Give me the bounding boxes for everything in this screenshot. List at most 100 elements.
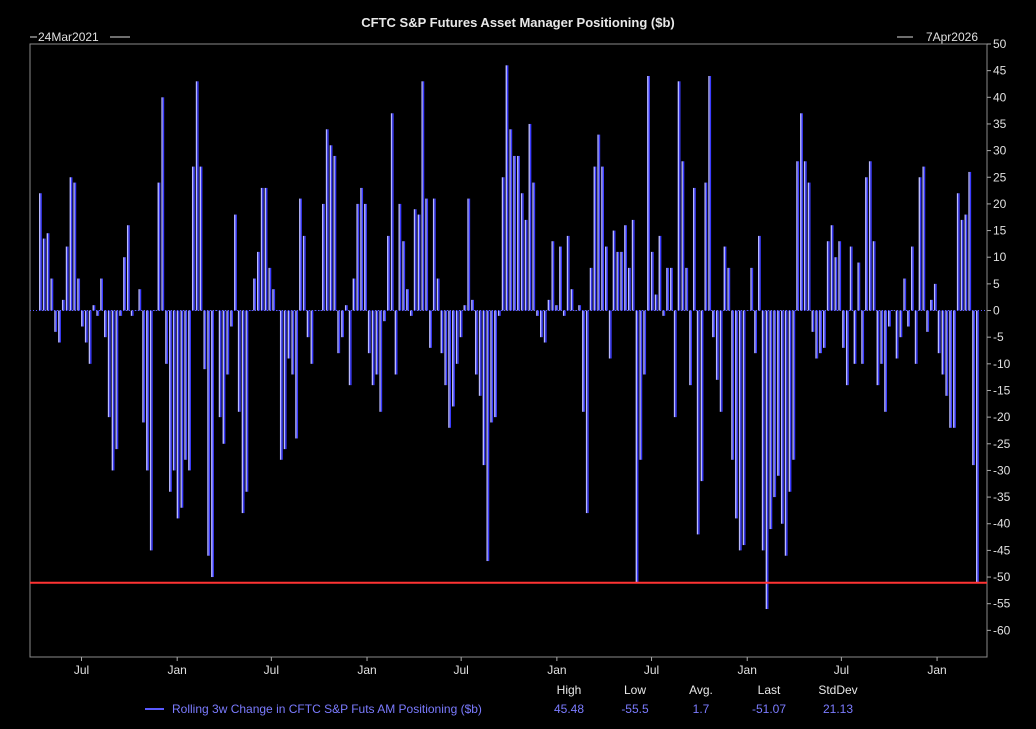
bar-edge xyxy=(870,161,872,311)
bar xyxy=(945,310,947,396)
stat-header-avg: Avg. xyxy=(689,683,713,697)
bar-edge xyxy=(116,310,119,450)
bar xyxy=(310,310,312,364)
bar xyxy=(964,214,966,311)
bar xyxy=(375,310,377,375)
y-tick-label: -45 xyxy=(993,543,1011,557)
bar xyxy=(58,310,60,343)
bar xyxy=(884,310,886,412)
bar xyxy=(976,310,978,583)
bar xyxy=(888,310,890,327)
bar xyxy=(723,246,725,311)
bar xyxy=(149,310,152,551)
x-tick-label: Jul xyxy=(74,663,89,677)
bar-edge xyxy=(816,310,819,359)
bar-edge xyxy=(415,209,417,311)
bar-edge xyxy=(533,182,536,311)
bar-edge xyxy=(44,238,46,311)
bar-edge xyxy=(801,113,803,311)
bar xyxy=(838,241,840,311)
bar-edge xyxy=(598,134,601,311)
bar xyxy=(685,267,687,311)
bar-edge xyxy=(380,310,383,412)
bar-edge xyxy=(220,310,222,418)
bar-edge xyxy=(208,310,211,556)
y-tick-label: -25 xyxy=(993,437,1011,451)
bar xyxy=(605,246,607,311)
stat-value-avg: 1.7 xyxy=(693,702,710,716)
bar xyxy=(738,310,741,551)
bar xyxy=(283,310,286,450)
bar-edge xyxy=(510,129,513,311)
bar xyxy=(42,238,45,311)
bar xyxy=(800,113,802,311)
bar-edge xyxy=(468,198,471,311)
bar xyxy=(61,299,64,311)
bar-edge xyxy=(90,310,92,364)
bar xyxy=(348,310,351,386)
bar xyxy=(379,310,381,412)
bar xyxy=(719,310,722,412)
bar xyxy=(845,310,848,386)
bar-edge xyxy=(805,161,807,311)
bar-edge xyxy=(958,193,960,311)
bar xyxy=(650,251,653,311)
bar-edge xyxy=(457,310,459,364)
bar xyxy=(295,310,297,439)
bar-edge xyxy=(422,81,425,311)
bar-edge xyxy=(396,310,398,375)
bar xyxy=(203,310,205,370)
bar xyxy=(230,310,232,327)
bar-edge xyxy=(667,267,670,311)
bar-edge xyxy=(484,310,486,466)
bar-edge xyxy=(705,182,708,311)
bar-edge xyxy=(537,310,539,316)
bar-edge xyxy=(847,310,849,386)
bar-edge xyxy=(763,310,765,551)
bar-edge xyxy=(269,267,272,311)
bar-edge xyxy=(866,177,868,311)
bar-edge xyxy=(694,187,696,311)
bar xyxy=(207,310,209,556)
bar-edge xyxy=(824,310,826,348)
bar xyxy=(199,166,202,311)
bar xyxy=(452,310,454,407)
bar xyxy=(322,203,324,311)
stat-header-stddev: StdDev xyxy=(818,683,857,697)
bar-edge xyxy=(323,203,325,311)
bar xyxy=(666,267,668,311)
bar-edge xyxy=(376,310,379,375)
bar xyxy=(551,241,553,311)
bar xyxy=(260,187,263,311)
bar xyxy=(941,310,943,375)
bar-edge xyxy=(977,310,979,583)
bar xyxy=(853,310,856,364)
bar xyxy=(700,310,703,482)
stat-header-low: Low xyxy=(624,683,646,697)
bar xyxy=(123,257,125,311)
bar-edge xyxy=(86,310,88,343)
stat-value-high: 45.48 xyxy=(554,702,584,716)
bar xyxy=(180,310,182,508)
bar-edge xyxy=(640,310,643,460)
bar-edge xyxy=(70,177,73,311)
bar-edge xyxy=(587,310,589,514)
bar-edge xyxy=(812,310,815,332)
bar-edge xyxy=(767,310,769,610)
bar xyxy=(601,166,603,311)
bar-edge xyxy=(900,310,903,338)
bar-edge xyxy=(304,235,306,311)
bar xyxy=(562,310,565,316)
y-tick-label: -15 xyxy=(993,383,1011,397)
bar-edge xyxy=(518,155,520,311)
bar xyxy=(413,209,416,311)
bar-edge xyxy=(296,310,299,439)
bar-edge xyxy=(430,310,432,348)
bar-edge xyxy=(594,166,597,311)
bar xyxy=(792,310,794,460)
bar-edge xyxy=(690,310,692,386)
bar-edge xyxy=(893,310,895,312)
bar-edge xyxy=(136,310,138,312)
bar xyxy=(585,310,588,514)
bar xyxy=(272,289,274,311)
